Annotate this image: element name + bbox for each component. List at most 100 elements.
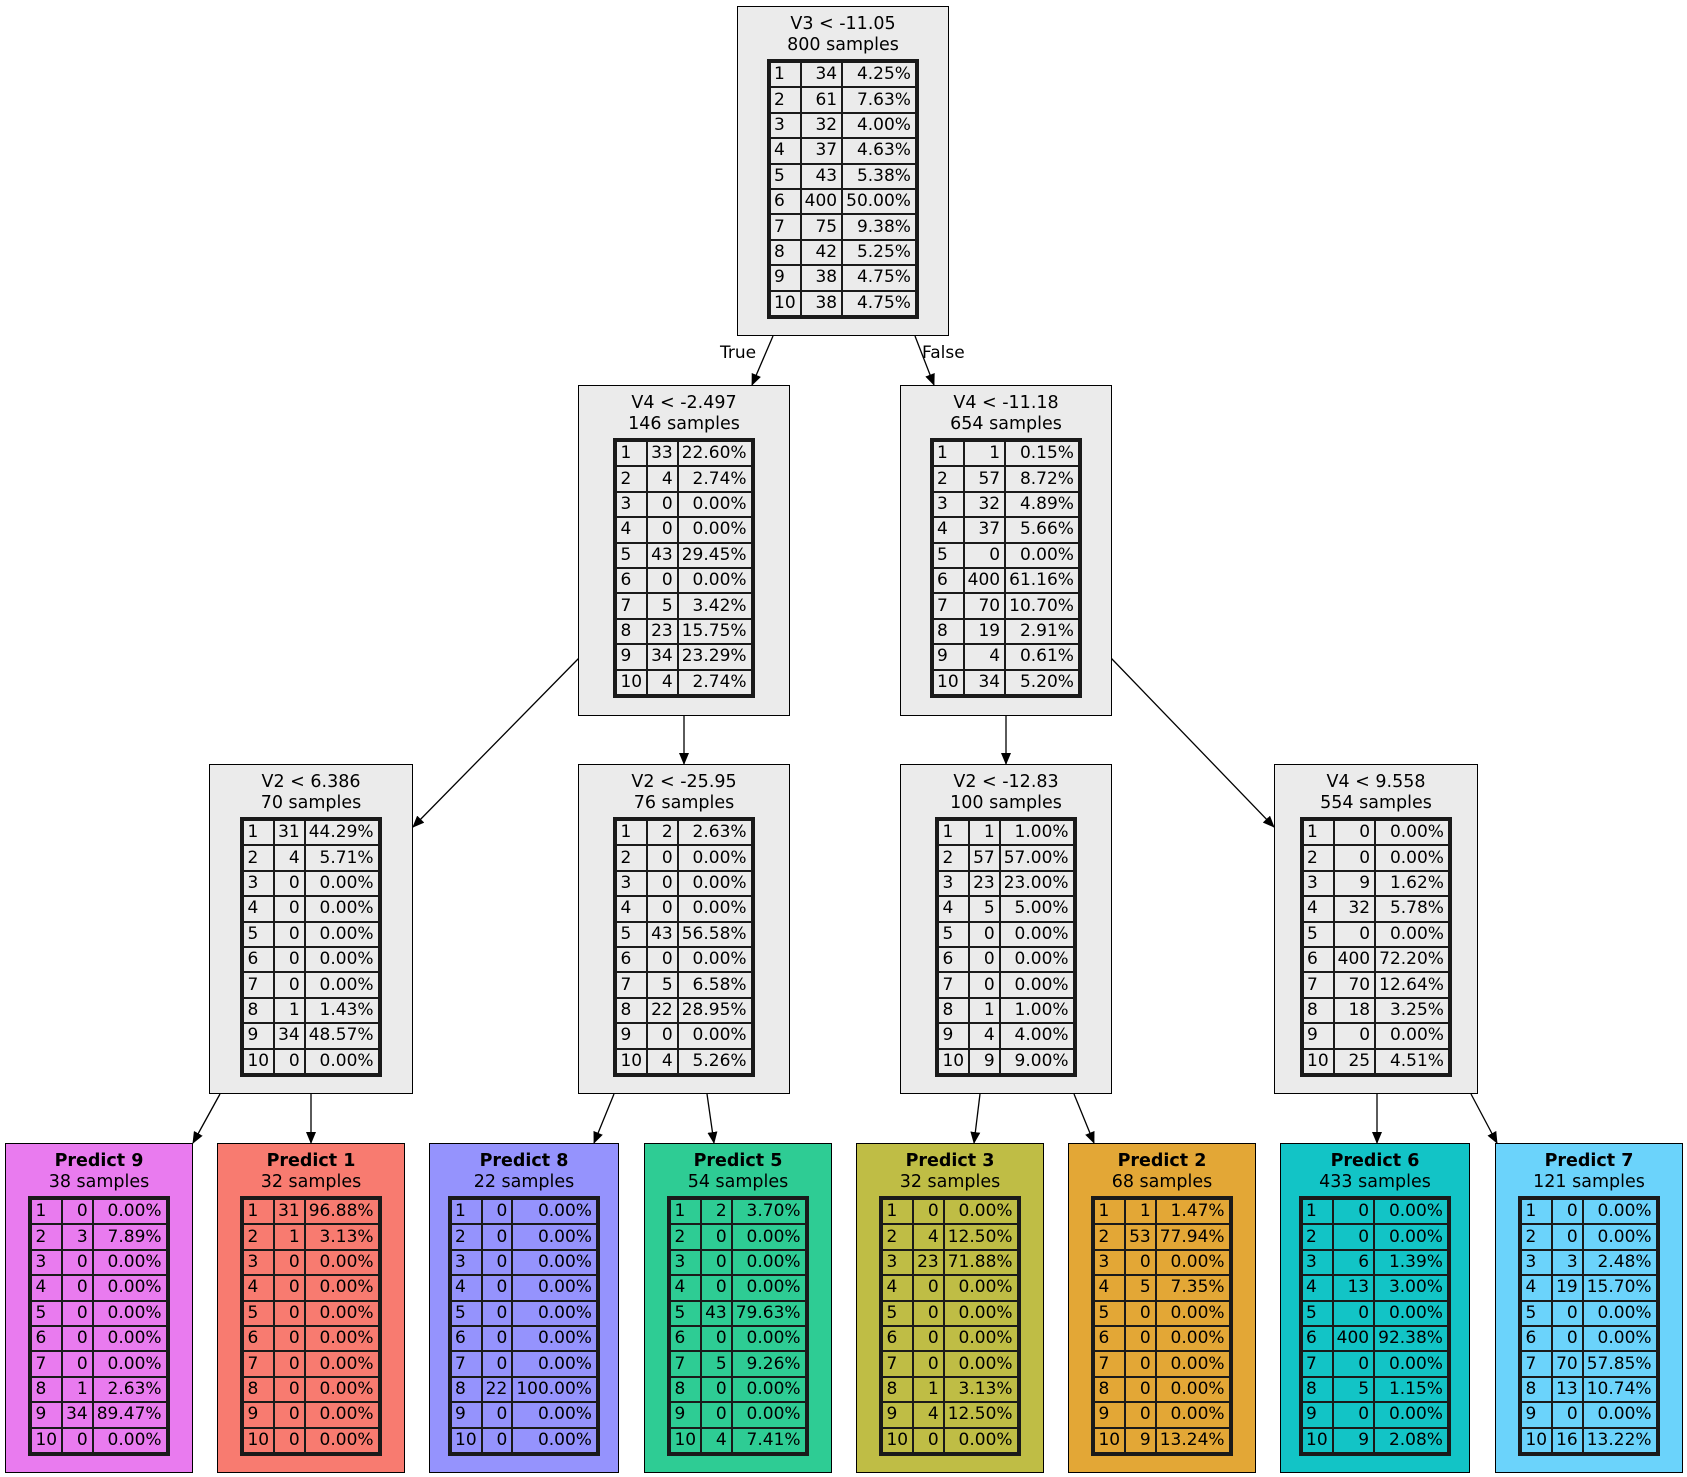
class-count: 2 <box>701 1199 732 1225</box>
node-sample-count: 68 samples <box>1111 1172 1213 1192</box>
class-label: 3 <box>1521 1249 1553 1276</box>
class-label: 2 <box>1094 1224 1126 1250</box>
class-count: 0 <box>274 946 305 973</box>
class-count: 23 <box>913 1249 944 1276</box>
leaf-predict-9: Predict 9 38 samples 1 0 0.00% 2 3 7.89% 3 0 0.00%… <box>5 1143 193 1473</box>
class-row: 5 43 5.38% <box>770 163 916 189</box>
class-row: 5 43 79.63% <box>670 1300 806 1326</box>
class-count: 0 <box>1552 1402 1583 1428</box>
class-distribution-table: 1 1 0.15% 2 57 8.72% 3 32 4.89% 4 37 5.66% 5 0 0.00% 6 4… <box>930 438 1082 698</box>
class-count: 0 <box>913 1300 944 1326</box>
class-percent: 0.00% <box>304 1376 379 1403</box>
class-count: 37 <box>963 517 1006 543</box>
class-percent: 0.00% <box>512 1427 597 1453</box>
node-sample-count: 32 samples <box>899 1172 1001 1192</box>
class-count: 16 <box>1552 1427 1583 1453</box>
class-count: 38 <box>800 265 843 291</box>
class-count: 0 <box>913 1325 944 1352</box>
class-count: 19 <box>963 618 1006 645</box>
class-count: 0 <box>274 921 305 947</box>
class-percent: 71.88% <box>943 1249 1018 1276</box>
class-label: 6 <box>1302 1325 1333 1352</box>
leaf-predict-5: Predict 5 54 samples 1 2 3.70% 2 0 0.00% 3 0 0.00%… <box>644 1143 832 1473</box>
class-row: 10 34 5.20% <box>933 669 1079 695</box>
class-row: 3 0 0.00% <box>243 1249 379 1276</box>
class-percent: 0.00% <box>943 1199 1018 1225</box>
node-sample-count: 70 samples <box>260 793 362 813</box>
class-percent: 5.78% <box>1375 896 1449 922</box>
class-row: 2 0 0.00% <box>670 1224 806 1250</box>
class-label: 4 <box>243 1275 275 1301</box>
class-percent: 0.00% <box>731 1249 806 1276</box>
class-count: 9 <box>1332 1427 1375 1453</box>
node-sample-count: 76 samples <box>633 793 735 813</box>
class-percent: 57.85% <box>1582 1351 1657 1377</box>
class-count: 37 <box>800 138 843 164</box>
class-label: 4 <box>670 1275 702 1301</box>
class-row: 5 0 0.00% <box>1303 921 1449 947</box>
node-title: Predict 8 <box>479 1151 569 1171</box>
class-row: 9 0 0.00% <box>1521 1402 1657 1428</box>
class-label: 7 <box>670 1351 702 1377</box>
node-title: V4 < -11.18 <box>953 393 1059 413</box>
class-count: 0 <box>701 1224 732 1250</box>
class-label: 3 <box>770 112 801 139</box>
class-row: 8 1 1.43% <box>243 997 379 1024</box>
class-row: 6 0 0.00% <box>243 946 379 973</box>
class-row: 4 0 0.00% <box>243 1275 379 1301</box>
class-count: 0 <box>969 972 1000 998</box>
class-row: 4 0 0.00% <box>616 896 752 922</box>
class-row: 8 1 2.63% <box>31 1376 167 1403</box>
class-count: 34 <box>647 644 678 670</box>
class-row: 2 0 0.00% <box>1303 845 1449 871</box>
class-percent: 4.00% <box>999 1023 1074 1049</box>
class-label: 1 <box>616 820 648 846</box>
class-percent: 0.00% <box>999 921 1074 947</box>
class-row: 7 0 0.00% <box>243 1351 379 1377</box>
class-row: 8 13 10.74% <box>1521 1376 1657 1403</box>
class-label: 3 <box>933 491 964 518</box>
class-count: 1 <box>969 997 1000 1024</box>
leaf-predict-1: Predict 1 32 samples 1 31 96.88% 2 1 3.13% 3 0 0.0… <box>217 1143 405 1473</box>
class-distribution-table: 1 0 0.00% 2 0 0.00% 3 3 2.48% 4 19 15.70% 5 0 0.00% 6 0 0… <box>1518 1196 1660 1456</box>
class-row: 10 38 4.75% <box>770 290 916 316</box>
class-row: 7 0 0.00% <box>1302 1351 1448 1377</box>
class-label: 9 <box>1521 1402 1553 1428</box>
class-count: 32 <box>1333 896 1376 922</box>
class-count: 0 <box>647 946 678 973</box>
class-label: 4 <box>882 1275 914 1301</box>
class-label: 7 <box>1521 1351 1553 1377</box>
class-row: 4 37 5.66% <box>933 517 1079 543</box>
class-percent: 0.00% <box>731 1275 806 1301</box>
class-row: 3 0 0.00% <box>31 1249 167 1276</box>
class-count: 0 <box>969 946 1000 973</box>
class-row: 5 0 0.00% <box>31 1300 167 1326</box>
class-label: 3 <box>616 491 648 518</box>
class-label: 2 <box>882 1224 914 1250</box>
class-row: 5 0 0.00% <box>243 1300 379 1326</box>
class-percent: 5.38% <box>842 163 916 189</box>
class-percent: 3.13% <box>304 1224 379 1250</box>
class-label: 10 <box>616 669 648 695</box>
class-percent: 0.00% <box>512 1199 597 1225</box>
class-label: 5 <box>670 1300 702 1326</box>
class-distribution-table: 1 33 22.60% 2 4 2.74% 3 0 0.00% 4 0 0.00% 5 43 29.45% 6… <box>613 438 755 698</box>
class-percent: 13.22% <box>1582 1427 1657 1453</box>
node-v2-lt-neg2595: V2 < -25.95 76 samples 1 2 2.63% 2 0 0.00% 3 0 0.0… <box>578 764 790 1094</box>
class-label: 1 <box>1094 1199 1126 1225</box>
class-row: 9 0 0.00% <box>1303 1023 1449 1049</box>
class-label: 9 <box>933 644 964 670</box>
class-distribution-table: 1 0 0.00% 2 3 7.89% 3 0 0.00% 4 0 0.00% 5 0 0.00% 6 0 0.0… <box>28 1196 170 1456</box>
class-label: 4 <box>933 517 964 543</box>
class-label: 6 <box>451 1325 482 1352</box>
class-label: 8 <box>243 997 275 1024</box>
class-count: 5 <box>1125 1275 1156 1301</box>
class-percent: 2.74% <box>677 466 752 492</box>
class-row: 9 4 4.00% <box>938 1023 1074 1049</box>
class-label: 10 <box>243 1427 275 1453</box>
class-label: 2 <box>1302 1224 1333 1250</box>
class-row: 9 0 0.00% <box>1094 1402 1230 1428</box>
class-label: 4 <box>1302 1275 1333 1301</box>
class-count: 32 <box>800 112 843 139</box>
class-label: 2 <box>31 1224 63 1250</box>
